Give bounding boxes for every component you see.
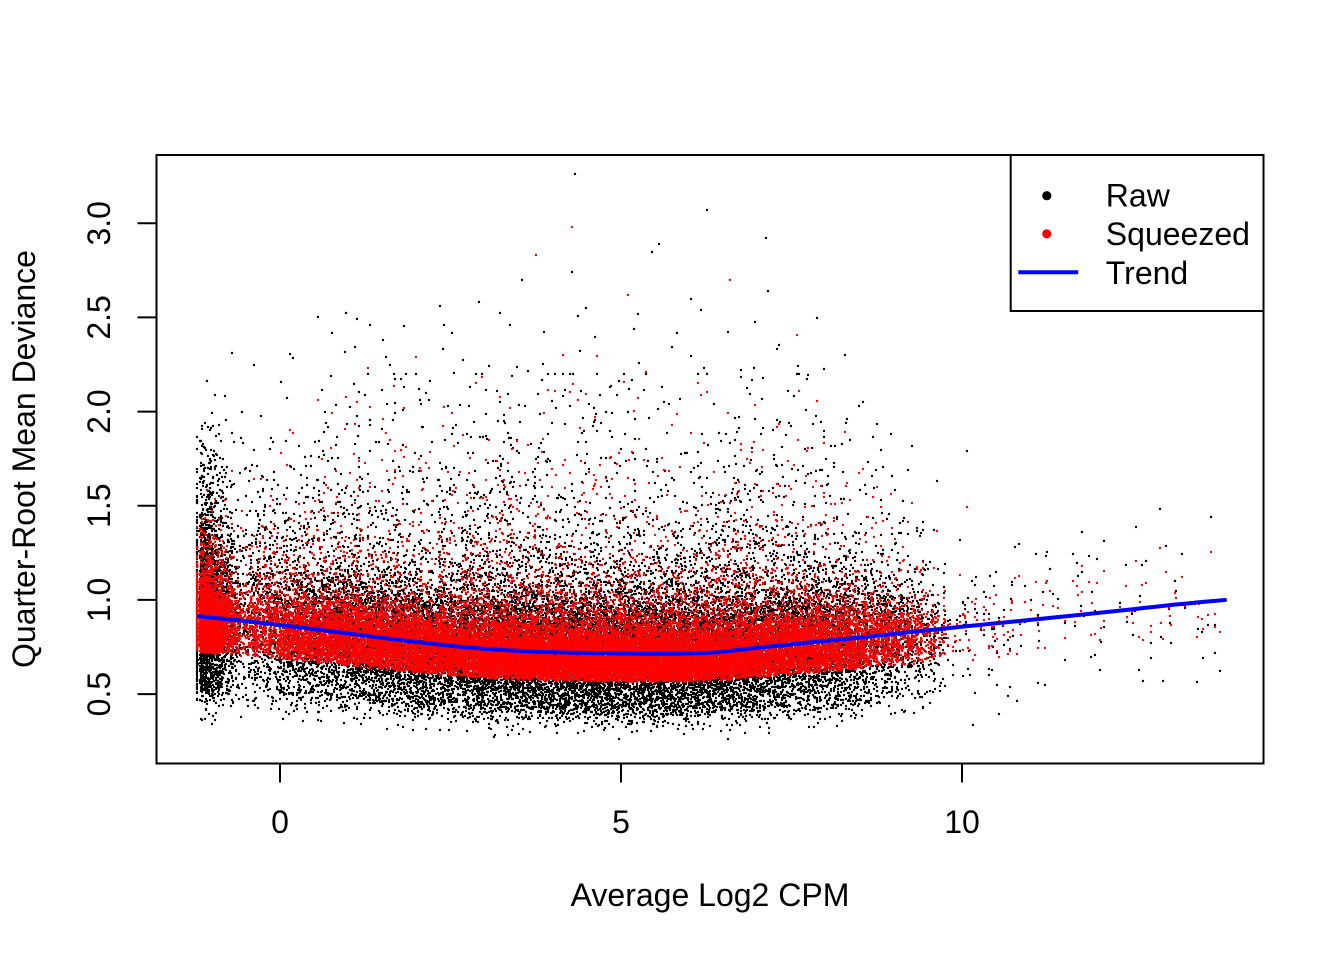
svg-text:1.5: 1.5 bbox=[81, 483, 117, 527]
svg-text:1.0: 1.0 bbox=[81, 578, 117, 622]
svg-text:0: 0 bbox=[271, 804, 289, 840]
svg-text:10: 10 bbox=[944, 804, 980, 840]
svg-text:Trend: Trend bbox=[1106, 255, 1188, 291]
svg-text:5: 5 bbox=[612, 804, 630, 840]
svg-text:Quarter-Root Mean Deviance: Quarter-Root Mean Deviance bbox=[6, 250, 42, 668]
svg-text:2.0: 2.0 bbox=[81, 389, 117, 433]
svg-text:0.5: 0.5 bbox=[81, 672, 117, 716]
svg-text:Raw: Raw bbox=[1106, 178, 1171, 214]
svg-text:Average Log2 CPM: Average Log2 CPM bbox=[571, 877, 850, 913]
svg-text:Squeezed: Squeezed bbox=[1106, 216, 1250, 252]
svg-text:3.0: 3.0 bbox=[81, 201, 117, 245]
svg-text:2.5: 2.5 bbox=[81, 295, 117, 339]
